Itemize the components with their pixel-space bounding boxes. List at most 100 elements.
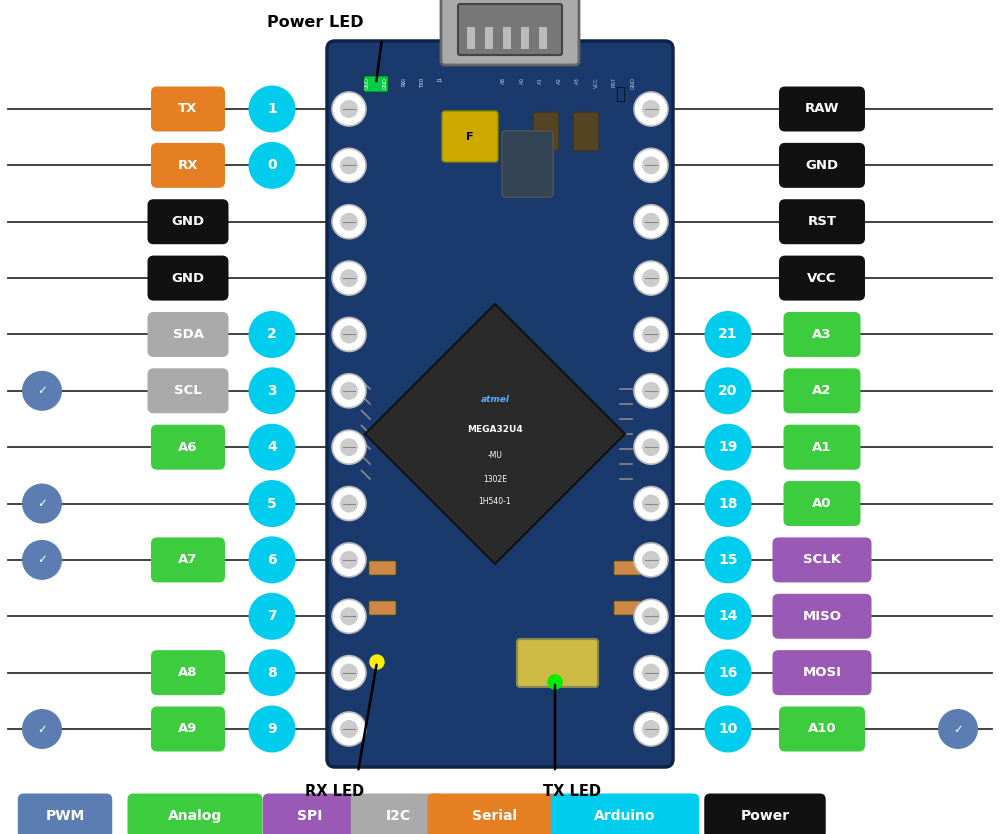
Circle shape [370, 655, 384, 669]
Circle shape [248, 311, 296, 358]
FancyBboxPatch shape [148, 369, 228, 414]
Circle shape [938, 709, 978, 749]
Polygon shape [365, 304, 625, 564]
FancyBboxPatch shape [773, 537, 872, 582]
Text: 5: 5 [267, 496, 277, 510]
Text: RST: RST [612, 77, 617, 88]
Text: A1: A1 [538, 77, 543, 84]
Circle shape [340, 213, 358, 231]
Circle shape [642, 100, 660, 118]
FancyBboxPatch shape [551, 793, 699, 834]
FancyBboxPatch shape [327, 41, 673, 767]
FancyBboxPatch shape [503, 27, 511, 49]
FancyBboxPatch shape [263, 793, 357, 834]
FancyBboxPatch shape [779, 87, 865, 132]
Circle shape [634, 261, 668, 295]
Text: 18: 18 [718, 496, 738, 510]
Text: TX0: TX0 [420, 77, 425, 88]
Circle shape [340, 269, 358, 287]
Circle shape [642, 269, 660, 287]
Text: A0: A0 [520, 77, 525, 84]
Text: I2C: I2C [385, 809, 411, 823]
Text: A9: A9 [178, 722, 198, 736]
Circle shape [340, 325, 358, 344]
FancyBboxPatch shape [614, 561, 641, 575]
Text: atmel: atmel [480, 394, 510, 404]
Circle shape [340, 156, 358, 174]
Text: GND: GND [805, 158, 839, 172]
Circle shape [340, 100, 358, 118]
Circle shape [704, 424, 752, 470]
Text: 0: 0 [267, 158, 277, 173]
FancyBboxPatch shape [784, 481, 860, 526]
Text: SDA: SDA [173, 328, 204, 341]
Circle shape [248, 86, 296, 133]
Text: 8: 8 [267, 666, 277, 680]
FancyBboxPatch shape [773, 651, 872, 695]
Circle shape [704, 593, 752, 640]
Circle shape [634, 204, 668, 239]
Text: 1H540-1: 1H540-1 [479, 498, 511, 506]
Text: TX LED: TX LED [543, 785, 601, 800]
Circle shape [332, 374, 366, 408]
Text: VCC: VCC [807, 272, 837, 284]
Circle shape [340, 551, 358, 569]
Circle shape [248, 367, 296, 414]
Text: ✓: ✓ [37, 497, 47, 510]
Circle shape [248, 536, 296, 584]
FancyBboxPatch shape [779, 255, 865, 300]
Text: ✓: ✓ [953, 722, 963, 736]
Circle shape [634, 148, 668, 183]
Text: A3: A3 [575, 77, 580, 84]
FancyBboxPatch shape [148, 312, 228, 357]
FancyBboxPatch shape [521, 27, 529, 49]
Circle shape [340, 607, 358, 626]
Text: MEGA32U4: MEGA32U4 [467, 425, 523, 434]
Circle shape [634, 374, 668, 408]
FancyBboxPatch shape [442, 111, 498, 162]
Text: A2: A2 [812, 384, 832, 397]
FancyBboxPatch shape [428, 793, 562, 834]
FancyBboxPatch shape [148, 255, 228, 300]
Text: 3: 3 [267, 384, 277, 398]
FancyBboxPatch shape [151, 651, 225, 695]
Text: PWM: PWM [45, 809, 85, 823]
Text: RX LED: RX LED [305, 785, 365, 800]
Text: TX: TX [178, 103, 198, 115]
Text: 6: 6 [267, 553, 277, 567]
Text: 20: 20 [718, 384, 738, 398]
FancyBboxPatch shape [779, 143, 865, 188]
Circle shape [340, 720, 358, 738]
Circle shape [332, 92, 366, 126]
Text: Analog: Analog [168, 809, 222, 823]
Circle shape [340, 495, 358, 513]
FancyBboxPatch shape [779, 706, 865, 751]
FancyBboxPatch shape [784, 312, 860, 357]
Text: MOSI: MOSI [803, 666, 842, 679]
Circle shape [704, 367, 752, 414]
FancyBboxPatch shape [151, 537, 225, 582]
Text: 15: 15 [718, 553, 738, 567]
FancyBboxPatch shape [458, 4, 562, 55]
Text: 9: 9 [267, 722, 277, 736]
Text: 1302E: 1302E [483, 475, 507, 484]
Text: MISO: MISO [803, 610, 842, 623]
Text: Power LED: Power LED [267, 14, 363, 29]
Circle shape [248, 142, 296, 188]
Text: A6: A6 [178, 440, 198, 454]
Circle shape [634, 543, 668, 577]
Text: SCL: SCL [174, 384, 202, 397]
Circle shape [22, 371, 62, 411]
Text: VCC: VCC [594, 77, 598, 88]
Circle shape [248, 706, 296, 752]
FancyBboxPatch shape [517, 639, 598, 687]
FancyBboxPatch shape [151, 143, 225, 188]
Text: GND: GND [171, 215, 205, 229]
FancyBboxPatch shape [784, 369, 860, 414]
FancyBboxPatch shape [467, 27, 475, 49]
Text: Power: Power [740, 809, 790, 823]
FancyBboxPatch shape [148, 199, 228, 244]
FancyBboxPatch shape [573, 112, 599, 151]
FancyBboxPatch shape [779, 199, 865, 244]
FancyBboxPatch shape [539, 27, 547, 49]
